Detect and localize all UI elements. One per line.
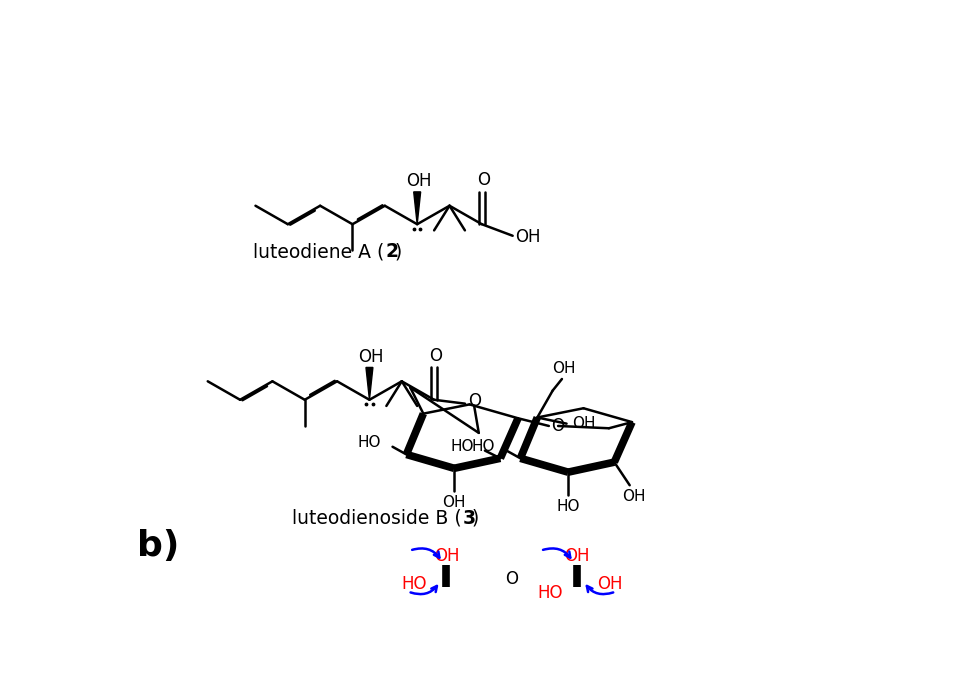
Text: O: O — [477, 171, 490, 189]
Text: OH: OH — [565, 547, 590, 565]
Text: O: O — [552, 417, 565, 435]
Text: HO: HO — [401, 575, 427, 593]
Text: HO: HO — [472, 439, 495, 454]
Text: b): b) — [137, 529, 179, 563]
Text: OH: OH — [433, 547, 459, 565]
Text: OH: OH — [515, 228, 540, 246]
Text: OH: OH — [406, 172, 431, 190]
Text: HO: HO — [557, 499, 580, 514]
Text: ): ) — [472, 509, 479, 528]
Text: O: O — [468, 392, 481, 410]
Text: O: O — [506, 570, 518, 588]
Text: OH: OH — [358, 348, 384, 366]
Text: OH: OH — [442, 495, 466, 510]
Text: HO: HO — [450, 439, 474, 454]
Text: OH: OH — [597, 575, 622, 593]
Text: 3: 3 — [462, 509, 476, 528]
Text: ): ) — [395, 242, 402, 261]
Text: 2: 2 — [386, 242, 399, 261]
Polygon shape — [366, 367, 372, 400]
Text: OH: OH — [621, 489, 646, 504]
Text: OH: OH — [552, 360, 575, 376]
Text: O: O — [429, 347, 442, 365]
Text: HO: HO — [538, 584, 564, 602]
Text: OH: OH — [571, 416, 595, 431]
Text: luteodienoside B (: luteodienoside B ( — [292, 509, 462, 528]
Polygon shape — [414, 192, 421, 224]
Text: luteodiene A (: luteodiene A ( — [254, 242, 385, 261]
Text: HO: HO — [358, 435, 381, 450]
